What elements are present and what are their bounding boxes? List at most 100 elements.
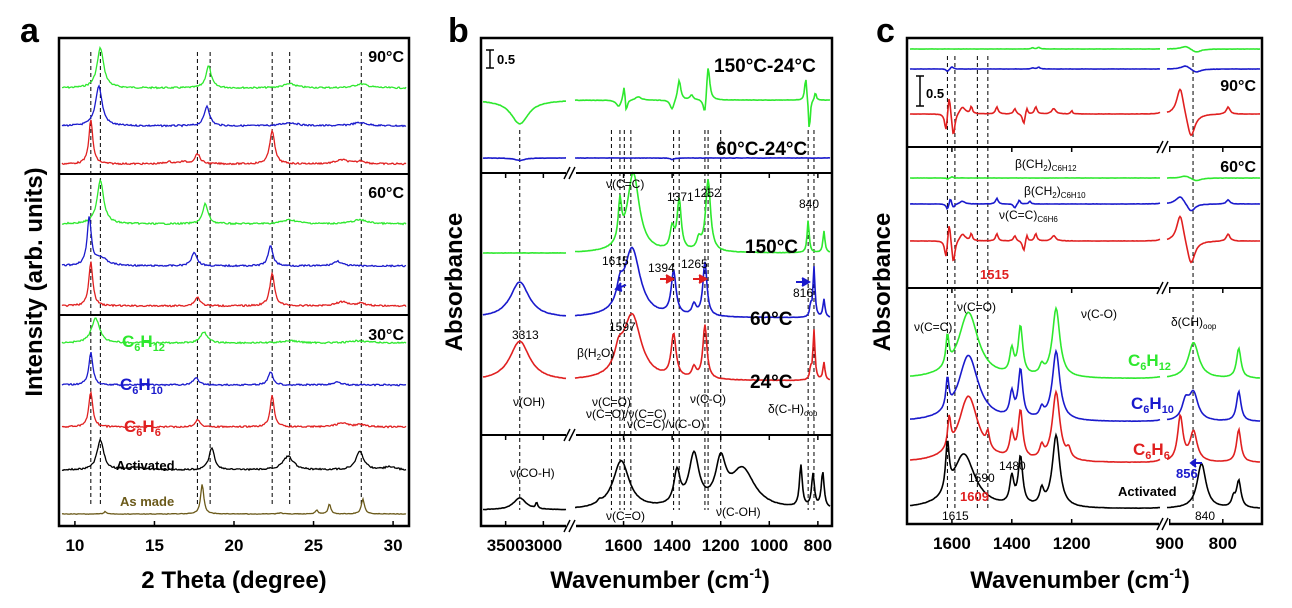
panel-c-series-rt-c6h12: [1166, 342, 1261, 379]
panel-a-reference-lines: [90, 52, 362, 505]
arrow-816-icon: [796, 277, 812, 287]
panel-a-series-90C-c6h10: [61, 84, 407, 128]
arrow-1265-icon: [693, 274, 709, 284]
panel-c-tick-label: 1600: [933, 534, 971, 553]
panel-c-series-rt-c6h6: [1166, 413, 1261, 463]
panel-c-series-90c-c6h10: [909, 65, 1161, 72]
panel-b-scale-bar: 0.5: [486, 49, 515, 69]
panel-c-axis-break: [1156, 140, 1169, 531]
panel-a-x-ticks: 10 15 20 25 30: [65, 521, 403, 555]
annotation-vcc-vco: ν(C=C)/ν(C-O): [627, 417, 705, 431]
panel-b-label-24: 24°C: [750, 372, 793, 393]
annotation-1265: 1265: [681, 257, 708, 271]
panel-a-series-30C-c6h12: [61, 317, 407, 345]
panel-a-series: [61, 45, 407, 515]
annotation-1394: 1394: [648, 261, 675, 275]
panel-c-series-rt-activated: [909, 432, 1161, 510]
annotation-bch2-c6h10: β(CH2)C6H10: [1024, 184, 1086, 200]
panel-b-series-24c: [574, 312, 831, 382]
panel-c-series-90c-c6h12: [1167, 45, 1260, 53]
panel-a-series-90C-c6h6: [61, 119, 407, 166]
annotation-1371: 1371: [667, 190, 694, 204]
panel-b-series-reference: [575, 449, 831, 509]
panel-a-label-as-made: As made: [120, 494, 174, 509]
annotation-vco: ν(C=O): [592, 395, 631, 409]
panel-a-tick-label: 20: [225, 536, 244, 555]
panel-a-series-30C-c6h6: [61, 390, 407, 429]
annotation-vcc-c: ν(C=C): [914, 320, 952, 334]
panel-b-series-60c24c: [482, 157, 566, 162]
panel-c-series-rt-c6h6: [909, 389, 1161, 464]
panel-b-tick-label: 1200: [702, 536, 740, 555]
panel-a-tick-label: 10: [65, 536, 84, 555]
panel-b-x-axis-label: Wavenumber (cm-1): [550, 565, 770, 594]
panel-a-y-axis-label: Intensity (arb. units): [21, 167, 48, 396]
panel-b-tick-label: 3000: [524, 536, 562, 555]
panel-b-label-60-24: 60°C-24°C: [716, 139, 808, 160]
panel-c-temp-60: 60°C: [1220, 159, 1256, 176]
panel-c-label-c6h6: C6H6: [1133, 440, 1170, 462]
panel-a-series-60C-c6h6: [61, 261, 407, 308]
annotation-856: 856: [1176, 466, 1198, 481]
panel-b-series-150c24c: [574, 68, 830, 128]
panel-c-temp-90: 90°C: [1220, 78, 1256, 95]
panel-b-tick-label: 1400: [653, 536, 691, 555]
panel-a-temp-30: 30°C: [368, 327, 404, 344]
annotation-1252: 1252: [694, 186, 721, 200]
panel-c-series-rt-c6h10: [910, 348, 1161, 423]
arrow-856-icon: [1189, 458, 1202, 468]
panel-a-frame: [57, 36, 411, 528]
panel-b-tick-label: 1600: [605, 536, 643, 555]
panel-b-series-60c: [482, 281, 567, 317]
panel-b-tick-label: 1000: [750, 536, 788, 555]
panel-c-tick-label: 900: [1155, 534, 1183, 553]
panel-b-series-24c: [482, 340, 567, 380]
annotation-1615: 1615: [942, 509, 969, 523]
panel-c-series-rt-activated: [1166, 463, 1261, 509]
annotation-1480: 1480: [999, 459, 1026, 473]
panel-a-label: a: [20, 12, 40, 50]
panel-b-series-150c24c: [482, 100, 567, 125]
panel-c-series-60c-c6h6: [1166, 215, 1261, 264]
shift-arrows: [614, 274, 812, 292]
panel-b-series-60c: [574, 246, 831, 319]
panel-a-tick-label: 25: [304, 536, 323, 555]
panel-b-frame: [479, 36, 834, 528]
panel-a-x-axis-label: 2 Theta (degree): [141, 567, 326, 594]
panel-a: a Intensity (arb. units) 2 Theta (degree…: [20, 12, 411, 594]
panel-c-series-90c-c6h6: [909, 98, 1161, 135]
annotation-vcoh-2: ν(C-OH): [716, 505, 761, 519]
panel-c-series-90c-c6h6: [1166, 88, 1260, 137]
panel-a-series-90C-c6h12: [61, 45, 407, 90]
panel-b-series-60c24c: [575, 156, 831, 161]
annotation-816: 816: [793, 286, 813, 300]
panel-c: c Absorbance Wavenumber (cm-1) 1600 1400 1…: [869, 12, 1264, 594]
panel-b-label: b: [448, 12, 469, 50]
annotation-bh2o: β(H2O): [577, 346, 614, 362]
annotation-1609: 1609: [960, 489, 989, 504]
annotation-vco-vcc: ν(C=O)/ν(C=C): [586, 407, 667, 421]
panel-a-label-c6h12: C6H12: [122, 332, 165, 354]
panel-b-reference-lines: [519, 130, 815, 510]
annotation-840: 840: [1195, 509, 1215, 523]
panel-a-tick-label: 15: [145, 536, 164, 555]
panel-b-tick-label: 3500: [487, 536, 525, 555]
panel-c-label-activated: Activated: [1118, 484, 1177, 499]
annotation-dch-c: δ(CH)oop: [1171, 315, 1217, 331]
panel-c-series: [909, 45, 1261, 510]
panel-a-label-c6h10: C6H10: [120, 375, 163, 397]
panel-b-series-150c: [575, 171, 831, 254]
panel-c-scale-bar: 0.5: [916, 75, 944, 107]
panel-c-series-60c-c6h10: [909, 196, 1161, 211]
arrow-1597-icon: [614, 282, 627, 292]
annotation-3313: 3313: [512, 328, 539, 342]
panel-b-label-150-24: 150°C-24°C: [714, 56, 816, 77]
panel-c-label-c6h10: C6H10: [1131, 394, 1174, 416]
panel-c-series-60c-c6h12: [910, 175, 1161, 180]
annotation-1590: 1590: [968, 471, 995, 485]
panel-a-series-30C-activated: [61, 438, 407, 472]
annotation-vcc: ν(C=C): [606, 177, 644, 191]
panel-c-frame: [905, 36, 1264, 526]
panel-c-x-axis-label: Wavenumber (cm-1): [970, 565, 1190, 594]
panel-c-series-60c-c6h6: [909, 226, 1161, 262]
